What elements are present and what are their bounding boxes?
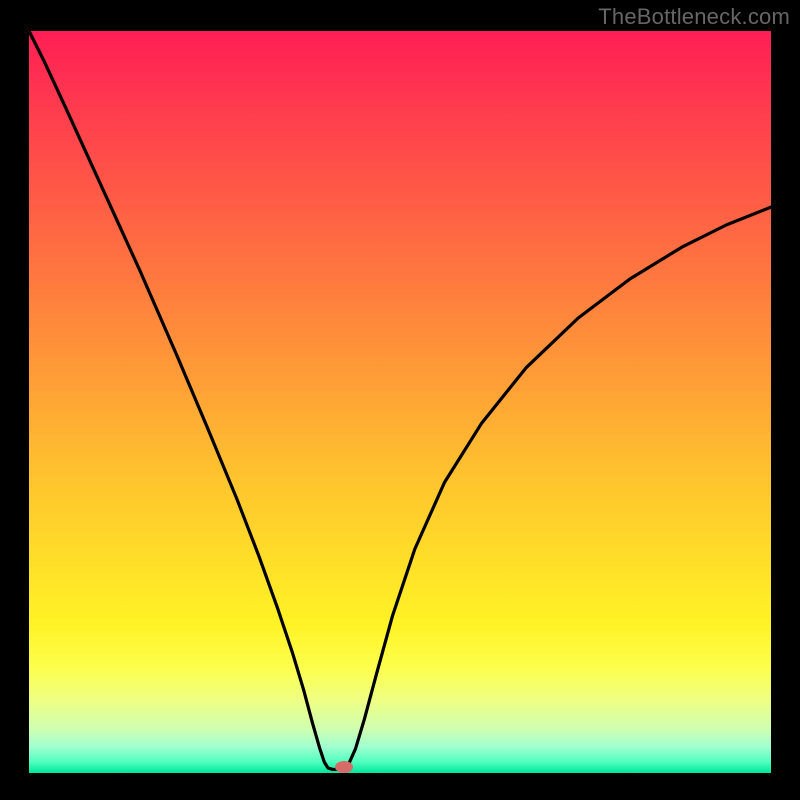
chart-frame: TheBottleneck.com	[0, 0, 800, 800]
bottleneck-curve	[29, 31, 771, 771]
optimum-marker	[335, 761, 353, 773]
curve-path	[29, 31, 771, 770]
plot-area	[29, 31, 771, 771]
watermark-text: TheBottleneck.com	[598, 4, 790, 30]
